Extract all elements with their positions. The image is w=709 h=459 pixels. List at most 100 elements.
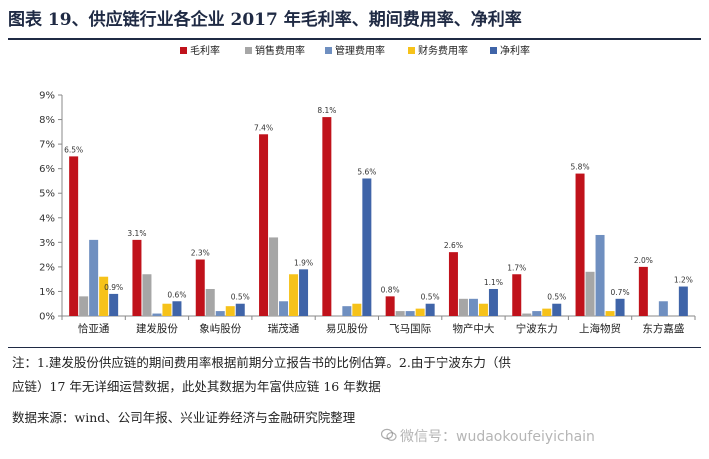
data-label: 7.4% bbox=[254, 123, 273, 132]
bar bbox=[89, 239, 99, 316]
bar bbox=[352, 303, 362, 316]
bar bbox=[395, 311, 405, 316]
data-label: 2.0% bbox=[634, 256, 653, 265]
bar bbox=[215, 311, 225, 316]
bar bbox=[299, 269, 309, 316]
notes-divider bbox=[8, 347, 701, 348]
bar bbox=[512, 274, 522, 316]
bar bbox=[385, 296, 395, 316]
legend-label: 管理费用率 bbox=[335, 44, 385, 57]
bar bbox=[225, 306, 235, 316]
data-label: 0.5% bbox=[231, 293, 250, 302]
legend-swatch bbox=[325, 47, 332, 54]
bar bbox=[478, 303, 488, 316]
watermark-text: 微信号：wudaokoufeiyichain bbox=[400, 429, 595, 445]
x-tick-label: 上海物贸 bbox=[579, 322, 621, 335]
y-tick-label: 6% bbox=[39, 164, 55, 175]
bar bbox=[99, 276, 109, 316]
bar bbox=[289, 274, 299, 316]
y-tick-label: 3% bbox=[39, 238, 55, 249]
data-label: 2.6% bbox=[444, 241, 463, 250]
legend-label: 财务费用率 bbox=[418, 44, 468, 57]
legend-label: 销售费用率 bbox=[255, 44, 305, 57]
y-tick-label: 9% bbox=[39, 91, 55, 102]
x-tick-label: 飞马国际 bbox=[389, 323, 431, 335]
x-tick-label: 东方嘉盛 bbox=[642, 322, 684, 335]
legend-swatch bbox=[245, 47, 252, 54]
x-tick-label: 建发股份 bbox=[136, 322, 178, 335]
bar bbox=[615, 298, 625, 316]
y-tick-label: 2% bbox=[39, 262, 55, 273]
x-tick-label: 物产中大 bbox=[452, 322, 494, 335]
bar bbox=[172, 301, 182, 316]
legend-label: 净利率 bbox=[500, 44, 530, 57]
bar bbox=[522, 313, 532, 316]
chart-axes: 0% 1% 2% 3% 4% 5% 6% 7% 8% 9% 恰亚通 建发股份 象屿股份 瑞茂通 易见股份 飞马… bbox=[39, 91, 696, 335]
data-label: 1.2% bbox=[674, 276, 693, 285]
bar bbox=[69, 156, 79, 316]
y-tick-label: 5% bbox=[39, 189, 55, 200]
bar bbox=[595, 234, 605, 316]
data-label: 1.9% bbox=[294, 258, 313, 267]
chart-legend: 毛利率 销售费用率 管理费用率 财务费用率 净利率 bbox=[180, 44, 530, 57]
data-label: 0.5% bbox=[547, 293, 566, 302]
legend-swatch bbox=[490, 47, 497, 54]
bar bbox=[488, 288, 498, 316]
data-label: 8.1% bbox=[317, 106, 336, 115]
chart-data-labels: 6.5% 0.9% 3.1% 0.6% 2.3% 0.5% 7.4% 1.9% 8.1% 5.6%… bbox=[64, 106, 693, 302]
y-tick-label: 4% bbox=[39, 213, 55, 224]
bar bbox=[279, 301, 289, 316]
x-tick-label: 恰亚通 bbox=[78, 322, 110, 335]
wechat-icon bbox=[381, 428, 397, 441]
y-tick-label: 1% bbox=[39, 287, 55, 298]
bar bbox=[132, 239, 142, 316]
y-tick-label: 0% bbox=[39, 312, 55, 323]
x-tick-label: 宁波东力 bbox=[516, 322, 558, 335]
bar bbox=[195, 259, 205, 316]
data-label: 5.6% bbox=[357, 167, 376, 176]
title-divider bbox=[8, 38, 701, 40]
bar bbox=[259, 134, 269, 316]
bar bbox=[425, 303, 435, 316]
x-tick-label: 易见股份 bbox=[326, 323, 368, 335]
x-tick-label: 瑞茂通 bbox=[268, 322, 300, 335]
bar bbox=[532, 311, 542, 316]
bar bbox=[605, 311, 615, 316]
data-source: 数据来源：wind、公司年报、兴业证券经济与金融研究院整理 bbox=[12, 410, 356, 425]
bar bbox=[362, 178, 372, 316]
x-tick-label: 象屿股份 bbox=[199, 323, 241, 335]
bar bbox=[109, 293, 119, 316]
bar bbox=[585, 271, 595, 316]
legend-label: 毛利率 bbox=[190, 44, 220, 57]
bar bbox=[678, 286, 688, 316]
bar bbox=[468, 298, 478, 316]
bar bbox=[152, 313, 162, 316]
bar bbox=[575, 173, 585, 316]
data-label: 3.1% bbox=[127, 229, 146, 238]
bar bbox=[142, 274, 152, 316]
data-label: 0.5% bbox=[421, 293, 440, 302]
data-label: 2.3% bbox=[191, 249, 210, 258]
bar bbox=[235, 303, 245, 316]
chart-bars bbox=[69, 117, 688, 316]
bar bbox=[448, 252, 458, 316]
y-tick-label: 8% bbox=[39, 115, 55, 126]
legend-swatch bbox=[408, 47, 415, 54]
bar bbox=[269, 237, 279, 316]
bar-chart: 0% 1% 2% 3% 4% 5% 6% 7% 8% 9% 恰亚通 建发股份 象屿股份 瑞茂通 易见股份 飞马… bbox=[39, 44, 696, 335]
chart-title: 图表 19、供应链行业各企业 2017 年毛利率、期间费用率、净利率 bbox=[8, 10, 522, 30]
legend-swatch bbox=[180, 47, 187, 54]
data-label: 0.6% bbox=[167, 290, 186, 299]
bar bbox=[79, 296, 89, 316]
y-tick-label: 7% bbox=[39, 140, 55, 151]
bar bbox=[405, 311, 415, 316]
data-label: 5.8% bbox=[571, 163, 590, 172]
data-label: 0.8% bbox=[381, 285, 400, 294]
bar bbox=[458, 298, 468, 316]
data-label: 0.9% bbox=[104, 283, 123, 292]
footnote-line-2: 应链）17 年无详细运营数据，此处其数据为年富供应链 16 年数据 bbox=[12, 379, 381, 394]
bar bbox=[205, 288, 215, 316]
data-label: 0.7% bbox=[611, 288, 630, 297]
bar bbox=[658, 301, 668, 316]
bar bbox=[542, 308, 552, 316]
